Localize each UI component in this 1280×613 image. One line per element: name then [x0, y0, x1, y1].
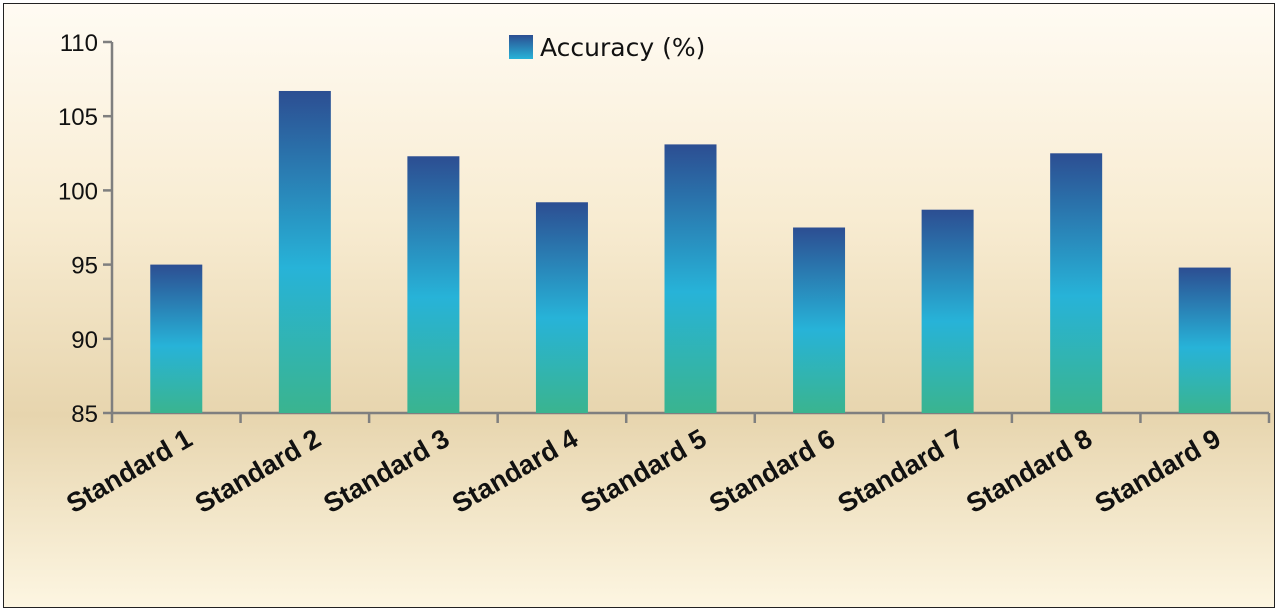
y-tick-label: 105: [58, 104, 98, 131]
chart-frame: 85 90 95 100 105 110 Standard 1 Standard 2 Stan…: [3, 3, 1275, 608]
legend-swatch: [509, 35, 533, 59]
bar: [664, 144, 717, 413]
legend-label: Accuracy (%): [540, 33, 705, 62]
y-tick-label: 95: [71, 253, 98, 280]
legend: Accuracy (%): [509, 33, 705, 62]
y-tick-label: 110: [60, 30, 98, 57]
bar: [793, 227, 846, 413]
y-axis: 85 90 95 100 105 110: [58, 30, 114, 428]
bar: [921, 209, 974, 413]
bar: [278, 90, 331, 414]
bar: [535, 202, 588, 413]
y-tick-label: 100: [58, 178, 98, 205]
bar: [150, 264, 203, 413]
bar: [1050, 153, 1103, 414]
bars: [150, 90, 1231, 414]
y-tick-label: 90: [71, 327, 98, 354]
bar: [407, 156, 460, 413]
y-tick-label: 85: [71, 401, 98, 428]
bar: [1178, 267, 1231, 413]
